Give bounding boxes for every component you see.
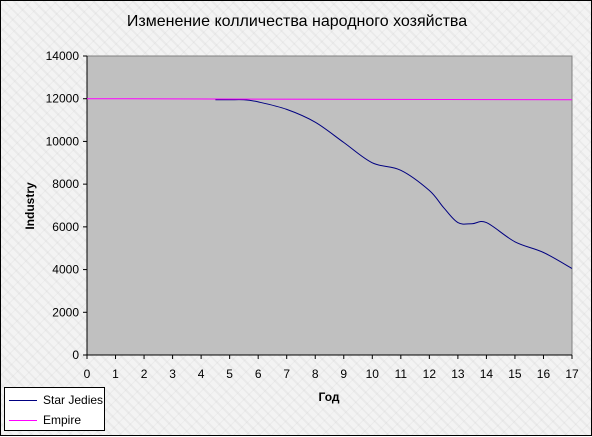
legend-label-star-jedies: Star Jedies xyxy=(43,393,104,407)
series-line-star-jedies xyxy=(215,99,573,269)
legend-swatch-empire xyxy=(9,419,37,421)
y-tick-label: 4000 xyxy=(52,263,79,277)
y-tick-label: 8000 xyxy=(52,177,79,191)
series-line-empire xyxy=(86,98,573,101)
x-axis: 0 1 2 3 4 5 6 7 8 9 10 11 12 13 14 15 16 17 xyxy=(84,354,579,381)
x-tick-label: 2 xyxy=(141,367,148,381)
x-tick-label: 13 xyxy=(451,367,465,381)
x-tick-label: 9 xyxy=(340,367,347,381)
y-tick-label: 2000 xyxy=(52,305,79,319)
y-tick-label: 12000 xyxy=(46,92,80,106)
x-tick-label: 3 xyxy=(169,367,176,381)
legend-item-empire: Empire xyxy=(9,412,81,428)
x-tick-label: 10 xyxy=(366,367,380,381)
legend-item-star-jedies: Star Jedies xyxy=(9,392,103,408)
x-tick-label: 1 xyxy=(112,367,119,381)
y-axis: 0 2000 4000 6000 8000 10000 12000 14000 xyxy=(46,49,88,362)
x-tick-label: 12 xyxy=(423,367,437,381)
x-tick-label: 0 xyxy=(84,367,91,381)
x-tick-label: 8 xyxy=(312,367,319,381)
x-tick-label: 6 xyxy=(255,367,262,381)
plot-area xyxy=(86,55,573,356)
x-tick-label: 4 xyxy=(198,367,205,381)
x-axis-label: Год xyxy=(319,390,340,404)
y-axis-label: Industry xyxy=(23,182,37,230)
y-tick-label: 14000 xyxy=(46,49,80,63)
series-layer xyxy=(86,98,573,269)
legend-swatch-star-jedies xyxy=(9,399,37,401)
y-tick-label: 0 xyxy=(72,348,79,362)
y-tick-label: 10000 xyxy=(46,134,80,148)
x-tick-label: 15 xyxy=(508,367,522,381)
x-tick-label: 14 xyxy=(480,367,494,381)
legend-label-empire: Empire xyxy=(43,413,82,427)
y-tick-label: 6000 xyxy=(52,220,79,234)
x-tick-label: 5 xyxy=(226,367,233,381)
x-tick-label: 16 xyxy=(537,367,551,381)
x-tick-label: 11 xyxy=(395,367,408,381)
chart-title: Изменение колличества народного хозяйств… xyxy=(127,13,467,30)
x-tick-label: 7 xyxy=(283,367,290,381)
x-tick-label: 17 xyxy=(565,367,579,381)
legend: Star Jedies Empire xyxy=(4,387,105,431)
